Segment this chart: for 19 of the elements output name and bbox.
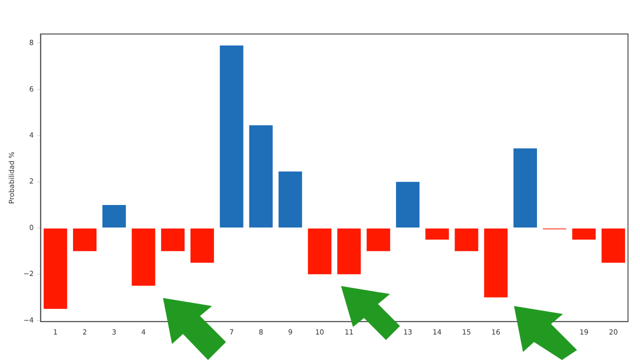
bar [44,228,68,309]
bar [308,228,332,274]
bar [572,228,596,240]
bar [132,228,156,286]
bar [396,182,420,228]
bar [484,228,508,298]
bar [337,228,361,274]
bar [161,228,185,252]
bar [425,228,449,240]
bar [602,228,626,263]
bar [513,148,537,228]
bar [366,228,390,252]
bar [220,46,244,228]
bar [190,228,214,263]
bar [278,171,302,228]
bar [102,204,126,228]
bar [454,228,478,252]
bar [249,125,273,228]
bar [73,228,97,252]
